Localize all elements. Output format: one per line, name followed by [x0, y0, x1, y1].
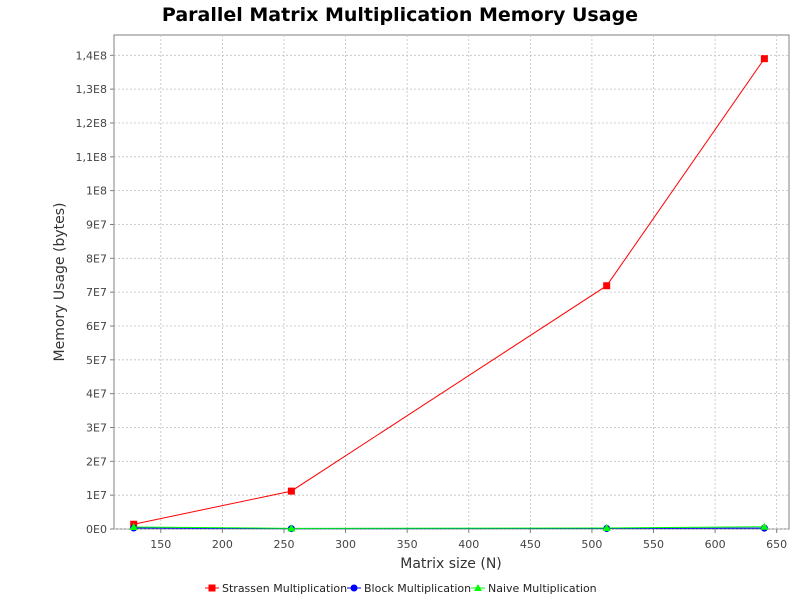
x-tick-label: 300 [335, 538, 356, 551]
legend-label: Naive Multiplication [488, 582, 597, 595]
legend-entry: Strassen Multiplication [205, 582, 347, 595]
legend-marker [350, 584, 358, 592]
legend-marker [208, 584, 216, 592]
y-tick-label: 3E7 [86, 421, 107, 434]
chart-title: Parallel Matrix Multiplication Memory Us… [162, 4, 638, 26]
y-tick-label: 1E7 [86, 489, 107, 502]
legend-marker [474, 584, 482, 591]
y-tick-label: 5E7 [86, 354, 107, 367]
y-tick-label: 6E7 [86, 320, 107, 333]
x-tick-label: 200 [212, 538, 233, 551]
x-tick-label: 500 [581, 538, 602, 551]
series-line [133, 58, 765, 525]
y-tick-label: 1,1E8 [76, 151, 107, 164]
y-tick-label: 2E7 [86, 455, 107, 468]
legend-label: Block Multiplication [364, 582, 471, 595]
x-tick-label: 600 [705, 538, 726, 551]
data-point [602, 523, 611, 531]
series-line [133, 526, 765, 529]
data-point [287, 487, 295, 495]
x-tick-label: 550 [643, 538, 664, 551]
series-layer [129, 55, 769, 533]
data-point [287, 524, 296, 532]
grid [114, 35, 789, 530]
x-tick-label: 150 [150, 538, 171, 551]
x-tick-label: 400 [458, 538, 479, 551]
x-tick-label: 350 [397, 538, 418, 551]
x-tick-label: 650 [766, 538, 787, 551]
y-tick-label: 8E7 [86, 252, 107, 265]
x-tick-label: 250 [273, 538, 294, 551]
data-point [760, 522, 769, 530]
x-tick-label: 450 [520, 538, 541, 551]
y-tick-label: 1,2E8 [76, 117, 107, 130]
x-axis-label: Matrix size (N) [400, 556, 502, 572]
y-tick-label: 1,4E8 [76, 49, 107, 62]
y-tick-label: 1,3E8 [76, 83, 107, 96]
y-tick-label: 0E0 [86, 523, 107, 536]
y-tick-label: 1E8 [86, 185, 107, 198]
y-tick-label: 7E7 [86, 286, 107, 299]
data-point [603, 282, 611, 290]
legend-entry: Naive Multiplication [471, 582, 597, 595]
legend-label: Strassen Multiplication [222, 582, 347, 595]
y-axis-label: Memory Usage (bytes) [52, 203, 68, 362]
y-tick-label: 9E7 [86, 218, 107, 231]
data-point [129, 522, 138, 530]
legend-entry: Block Multiplication [347, 582, 471, 595]
axes: 150 200 250 300 350 400 450 500 550 600 650 0E0 1E7 2… [76, 49, 788, 551]
legend: Strassen Multiplication Block Multiplicat… [205, 582, 597, 595]
series-naive-multiplication [129, 522, 769, 532]
y-tick-label: 4E7 [86, 388, 107, 401]
plot-area [113, 34, 790, 530]
data-point [760, 55, 768, 63]
